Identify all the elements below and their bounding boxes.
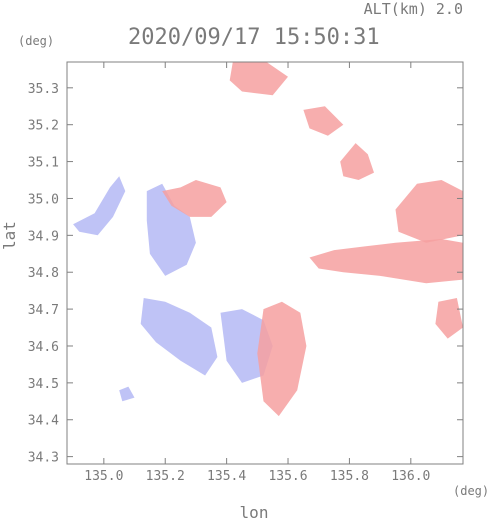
echo-region-positive — [309, 239, 463, 284]
echo-region-positive — [229, 62, 288, 96]
echo-region-negative — [140, 298, 218, 376]
y-tick-label: 34.5 — [28, 377, 59, 392]
x-tick-label: 135.8 — [330, 469, 369, 484]
x-axis-label: lon — [239, 503, 269, 522]
y-tick-label: 34.9 — [28, 229, 59, 244]
echo-region-positive — [162, 180, 227, 217]
y-tick-label: 35.3 — [28, 82, 59, 97]
x-tick-label: 135.6 — [268, 469, 307, 484]
altitude-label: ALT(km) 2.0 — [363, 0, 463, 18]
echo-region-positive — [435, 298, 463, 339]
y-tick-label: 34.4 — [28, 414, 59, 429]
echo-region-positive — [303, 106, 344, 136]
y-tick-label: 34.7 — [28, 303, 59, 318]
y-tick-label: 35.1 — [28, 156, 59, 171]
y-tick-label: 35.2 — [28, 119, 59, 134]
x-tick-label: 135.4 — [207, 469, 246, 484]
echo-regions — [73, 62, 463, 417]
y-tick-label: 34.6 — [28, 340, 59, 355]
y-unit-label: (deg) — [18, 34, 55, 48]
echo-region-positive — [340, 143, 374, 180]
echo-region-negative — [73, 176, 126, 236]
y-tick-label: 34.3 — [28, 451, 59, 466]
echo-region-positive — [257, 301, 307, 417]
plot-frame — [66, 61, 464, 465]
y-tick-label: 34.8 — [28, 266, 59, 281]
x-tick-label: 135.0 — [84, 469, 123, 484]
y-tick-label: 35.0 — [28, 192, 59, 207]
x-tick-label: 135.2 — [146, 469, 185, 484]
y-ticks: 34.3 34.4 34.5 34.6 34.7 34.8 34.9 35.0 35.1 35.2… — [28, 82, 463, 466]
echo-region-positive — [395, 180, 463, 243]
x-unit-label: (deg) — [453, 484, 490, 498]
x-tick-label: 136.0 — [391, 469, 430, 484]
chart-title: 2020/09/17 15:50:31 — [128, 25, 380, 50]
echo-region-negative — [119, 386, 135, 402]
x-ticks: 135.0 135.2 135.4 135.6 135.8 136.0 — [84, 62, 430, 484]
echo-region-negative — [146, 183, 196, 276]
